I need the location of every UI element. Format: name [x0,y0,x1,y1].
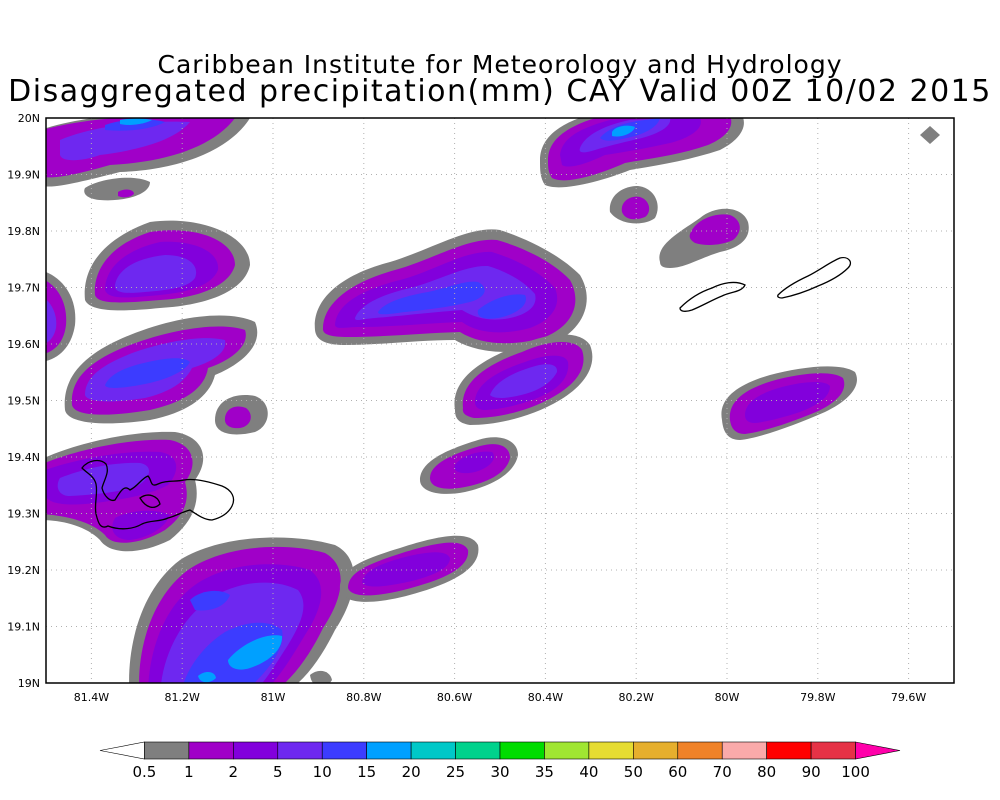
rain-cell [659,208,749,268]
y-tick-label: 19.6N [7,338,40,351]
colorbar-swatch [721,741,767,760]
colorbar-label: 70 [713,763,732,781]
y-tick-label: 19.7N [7,282,40,295]
x-tick-label: 80.2W [619,691,654,704]
colorbar-label: 5 [273,763,283,781]
island-outlines [81,256,852,530]
rain-cell [540,118,744,188]
colorbar-swatch [366,741,412,760]
colorbar-label: 40 [579,763,598,781]
colorbar-swatch [99,741,145,760]
colorbar-label: 30 [490,763,509,781]
y-tick-label: 20N [18,112,40,125]
colorbar-label: 10 [313,763,332,781]
rain-cell [314,229,587,352]
colorbar: 0.5 1 2 5 10 15 20 25 30 35 40 50 60 70 80 90 100 [99,741,901,781]
x-tick-label: 80.6W [437,691,472,704]
y-tick-label: 19.4N [7,451,40,464]
rain-cell [215,395,268,435]
rain-cell [46,431,204,552]
x-tick-label: 81.2W [165,691,200,704]
colorbar-swatch [766,741,812,760]
colorbar-swatch [188,741,234,760]
x-tick-label: 80.4W [528,691,563,704]
colorbar-swatch [455,741,501,760]
y-tick-label: 19.1N [7,621,40,634]
rain-cell [454,334,593,425]
rain-cell [46,118,250,187]
colorbar-label: 0.5 [133,763,157,781]
colorbar-label: 90 [802,763,821,781]
colorbar-label: 80 [757,763,776,781]
x-tick-label: 80.8W [346,691,381,704]
colorbar-swatch [544,741,590,760]
rain-cell [84,220,251,311]
map-title: Disaggregated precipitation(mm) CAY Vali… [8,74,992,109]
cayman-brac-outline [777,256,852,299]
colorbar-label: 20 [402,763,421,781]
y-tick-label: 19.8N [7,225,40,238]
colorbar-swatch [855,741,901,760]
x-tick-label: 79.8W [800,691,835,704]
colorbar-swatch [410,741,456,760]
y-axis: 20N 19.9N 19.8N 19.7N 19.6N 19.5N 19.4N … [7,112,40,690]
colorbar-label: 60 [668,763,687,781]
colorbar-swatch [321,741,367,760]
y-tick-label: 19.5N [7,395,40,408]
colorbar-swatch [677,741,723,760]
colorbar-swatch [810,741,856,760]
grand-cayman-outline [81,459,235,530]
plot-frame [45,117,955,684]
x-tick-label: 79.6W [891,691,926,704]
rain-cell [64,315,258,424]
colorbar-swatch [633,741,679,760]
rain-cell [84,177,150,201]
institute-title: Caribbean Institute for Meteorology and … [157,50,843,79]
y-tick-label: 19.3N [7,508,40,521]
rain-cell [609,186,658,224]
colorbar-label: 15 [357,763,376,781]
colorbar-label: 100 [841,763,870,781]
rain-cell [420,437,518,494]
colorbar-label: 50 [624,763,643,781]
colorbar-label: 25 [446,763,465,781]
x-tick-label: 81.4W [74,691,109,704]
colorbar-swatch [233,741,279,760]
x-axis: 81.4W 81.2W 81W 80.8W 80.6W 80.4W 80.2W … [74,691,927,704]
rain-cell [129,537,354,683]
rain-cell [339,535,479,602]
rain-cell [46,272,76,361]
colorbar-label: 35 [535,763,554,781]
colorbar-swatch [144,741,190,760]
x-tick-label: 80W [715,691,740,704]
rain-cell [920,126,940,144]
colorbar-swatch [588,741,634,760]
little-cayman-outline [679,281,746,312]
y-tick-label: 19.2N [7,564,40,577]
colorbar-label: 1 [184,763,194,781]
y-tick-label: 19.9N [7,169,40,182]
colorbar-label: 2 [229,763,239,781]
rain-cell [721,366,857,440]
colorbar-swatch [277,741,323,760]
x-tick-label: 81W [261,691,286,704]
precipitation-field [46,118,940,683]
lat-lon-grid [46,118,954,683]
colorbar-swatch [499,741,545,760]
y-tick-label: 19N [18,677,40,690]
